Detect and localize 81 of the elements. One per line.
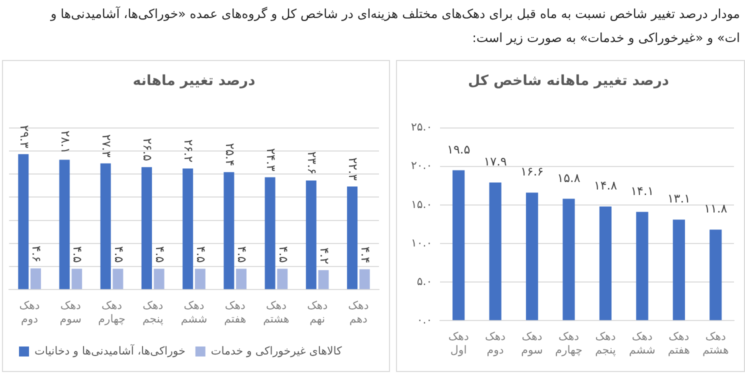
y-tick-label: ۵.۰ [416,274,432,288]
x-tick-label: دهک هشتم [702,330,729,356]
bar [489,182,502,320]
data-label: ۲۳.۶ [305,151,320,175]
data-label: ۴.۲ [317,247,332,264]
x-tick-label: دهک دوم [485,330,506,356]
bar [236,268,247,290]
bar [100,163,111,290]
bar [182,168,194,290]
x-tick-label: دهک پنجم [595,330,616,356]
data-label: ۱۵.۸ [557,170,581,185]
y-tick-label: ۲۰.۰ [410,159,432,172]
data-label: ۱۱.۸ [704,202,728,216]
legend-label: کالاهای غیرخوراکی و خدمات [210,344,343,358]
data-label: ۴.۵ [235,246,250,263]
bar [359,269,370,290]
x-tick-label: دهک هفتم [668,330,690,356]
x-tick-label: دهک ششم [629,330,656,356]
data-label: ۲۴.۳ [264,148,278,172]
x-tick-label: دهک پنجم [142,299,164,326]
x-tick-label: دهک سوم [60,299,82,326]
bar [306,180,316,290]
y-tick-label: ۱۵.۰ [410,198,432,211]
bar [112,268,124,290]
data-label: ۴.۵ [276,246,290,263]
bar [30,268,41,290]
x-tick-label: دهک دوم [19,299,40,326]
text: مودار درصد تغییر شاخص نسبت به ماه قبل برای دهک‌های مختلف هزینه‌ای در شاخص کل و گروه‌های عمده «خوراکی‌ها، آشامیدنی‌ها و [49,5,740,23]
bar [59,160,70,290]
x-tick-label: دهک ششم [180,299,208,326]
chart-title: درصد تغییر ماهانه شاخص کل [468,73,670,90]
data-label: ۲۲.۳ [346,157,360,182]
data-label: ۱۴.۸ [594,178,618,193]
data-label: ۱۹.۵ [447,142,470,156]
chart-title: درصد تغییر ماهانه [132,73,256,90]
bar [526,192,538,320]
data-label: ۴.۴ [358,246,372,264]
y-tick-label: ۰.۰ [416,313,432,326]
bar [347,186,358,290]
bar [72,268,82,290]
data-label: ۱۷.۹ [484,154,507,169]
data-label: ۴.۶ [30,246,44,262]
x-tick-label: دهک چهارم [98,299,126,326]
bar [277,268,288,290]
data-label: ۴.۵ [70,246,85,263]
x-tick-label: دهک هفتم [224,299,246,326]
y-tick-label: ۱۰.۰ [410,236,432,250]
bar [599,206,612,320]
bar [224,172,234,290]
x-tick-label: دهک اول [448,330,469,356]
data-label: ۲۵.۴ [222,143,237,166]
text: ات» و «غیرخوراکی و خدمات» به صورت زیر است: [471,29,740,47]
bar [672,220,685,320]
bar [194,268,206,290]
bar [18,154,29,290]
bar [452,170,465,320]
x-tick-label: دهک چهارم [555,330,582,356]
data-label: ۴.۵ [112,246,126,263]
bar [154,268,164,290]
x-tick-label: دهک دهم [348,299,369,326]
data-label: ۲۸.۱ [58,130,72,154]
bar [264,177,276,290]
x-tick-label: دهک سوم [521,330,543,356]
x-tick-label: دهک نهم [307,299,328,326]
data-label: ۲۶.۵ [140,138,155,162]
legend-label: خوراکی‌ها، آشامیدنی‌ها و دخانیات [34,343,186,358]
bar [636,212,648,320]
data-label: ۴.۵ [194,246,208,263]
data-label: ۲۶.۲ [182,139,196,162]
data-label: ۱۶.۶ [520,164,544,179]
x-tick-label: دهک هشتم [263,299,290,326]
bar [318,270,329,290]
data-label: ۱۴.۱ [630,184,654,198]
y-tick-label: ۲۵.۰ [410,120,432,134]
data-label: ۴.۵ [152,246,167,263]
bar [141,167,152,290]
data-label: ۲۹.۳ [17,125,32,149]
data-label: ۱۳.۱ [667,192,690,206]
bar [562,198,575,320]
data-label: ۲۷.۳ [99,134,114,158]
bar [710,230,722,320]
